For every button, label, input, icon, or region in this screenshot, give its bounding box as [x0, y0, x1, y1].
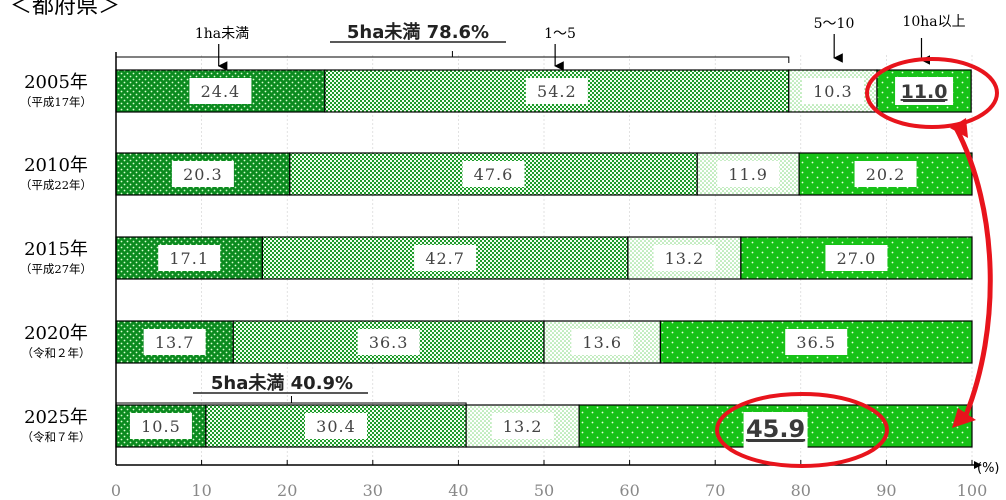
value-label-box [653, 245, 716, 271]
value-label: 13.7 [155, 333, 195, 352]
x-tick-label: 10 [191, 481, 211, 500]
value-label-box [571, 329, 634, 355]
highlight-ellipse-2025 [715, 392, 889, 468]
value-label: 10.5 [141, 417, 181, 436]
highlight-arrowhead-bottom [952, 408, 976, 428]
value-label: 11.0 [901, 81, 948, 103]
x-tick-label: 0 [111, 481, 121, 500]
value-label: 13.2 [503, 417, 543, 436]
value-label: 27.0 [837, 249, 877, 268]
category-era-label: （平成27年） [20, 262, 92, 276]
annotations: 5ha未満 78.6% 1ha未満 1～5 5～10 10ha以上 5ha未満 40.9% [115, 14, 999, 468]
value-label-box [785, 329, 848, 355]
x-tick-label: 40 [448, 481, 468, 500]
category-era-label: （平成22年） [20, 178, 92, 192]
category-labels: 2005年 （平成17年） 2010年 （平成22年） 2015年 （平成27年） 2020… [20, 72, 92, 444]
x-axis-arrowhead [974, 461, 982, 469]
value-label-box [143, 329, 206, 355]
value-label-box [357, 329, 420, 355]
x-tick-label: 60 [619, 481, 639, 500]
page-title: ＜都府県＞ [10, 0, 121, 19]
x-tick-label: 80 [791, 481, 811, 500]
value-label: 11.9 [728, 165, 768, 184]
category-era-label: （令和７年） [22, 430, 91, 444]
x-tick-label: 70 [705, 481, 725, 500]
label-under5-2005: 5ha未満 78.6% [347, 21, 489, 43]
value-label: 42.7 [425, 249, 465, 268]
category-era-label: （平成17年） [20, 95, 92, 109]
x-tick-label: 20 [277, 481, 297, 500]
label-10plus: 10ha以上 [902, 14, 965, 30]
highlight-ellipse-2005 [865, 57, 999, 129]
value-label-box [825, 245, 888, 271]
label-1to5: 1～5 [544, 26, 576, 42]
value-label: 13.2 [665, 249, 705, 268]
x-tick-label: 100 [957, 481, 988, 500]
value-label: 30.4 [316, 417, 356, 436]
value-label: 47.6 [474, 165, 514, 184]
value-label-box [462, 161, 525, 187]
label-under5-2025: 5ha未満 40.9% [211, 372, 353, 394]
category-year-label: 2015年 [24, 239, 88, 260]
value-label: 24.4 [201, 82, 241, 101]
bracket-under5-2005 [115, 56, 790, 63]
highlight-connector [952, 124, 993, 416]
value-label-box [717, 161, 780, 187]
x-tick-label: 90 [876, 481, 896, 500]
category-year-label: 2025年 [24, 407, 88, 428]
value-label-box [801, 78, 864, 104]
category-year-label: 2005年 [24, 72, 88, 93]
value-label-box [304, 413, 367, 439]
value-labels: 24.4 54.2 10.3 11.0 20.3 47.6 11.9 20.2 17.1 42.7… [129, 77, 954, 448]
value-label: 54.2 [537, 82, 577, 101]
x-tick-label: 50 [534, 481, 554, 500]
value-label-box [854, 161, 917, 187]
value-label: 36.3 [369, 333, 409, 352]
value-label: 20.3 [183, 165, 223, 184]
value-label: 13.6 [582, 333, 622, 352]
category-year-label: 2010年 [24, 155, 88, 176]
x-tick-label: 30 [363, 481, 383, 500]
label-5to10: 5～10 [814, 16, 855, 32]
value-label: 10.3 [813, 82, 853, 101]
highlight-arrowhead-top [950, 118, 968, 138]
category-year-label: 2020年 [24, 323, 88, 344]
value-label: 17.1 [169, 249, 209, 268]
value-label-box [525, 78, 588, 104]
value-label: 36.5 [796, 333, 836, 352]
value-label: 20.2 [866, 165, 906, 184]
label-1ha: 1ha未満 [195, 26, 249, 42]
value-label-box [414, 245, 477, 271]
value-label-box [129, 413, 192, 439]
value-label-box [491, 413, 554, 439]
category-era-label: （令和２年） [22, 346, 91, 360]
value-label: 45.9 [746, 415, 805, 443]
x-axis-unit: (%) [977, 461, 1000, 476]
value-label-box [171, 161, 234, 187]
value-label-box [189, 78, 252, 104]
value-label-box [158, 245, 221, 271]
